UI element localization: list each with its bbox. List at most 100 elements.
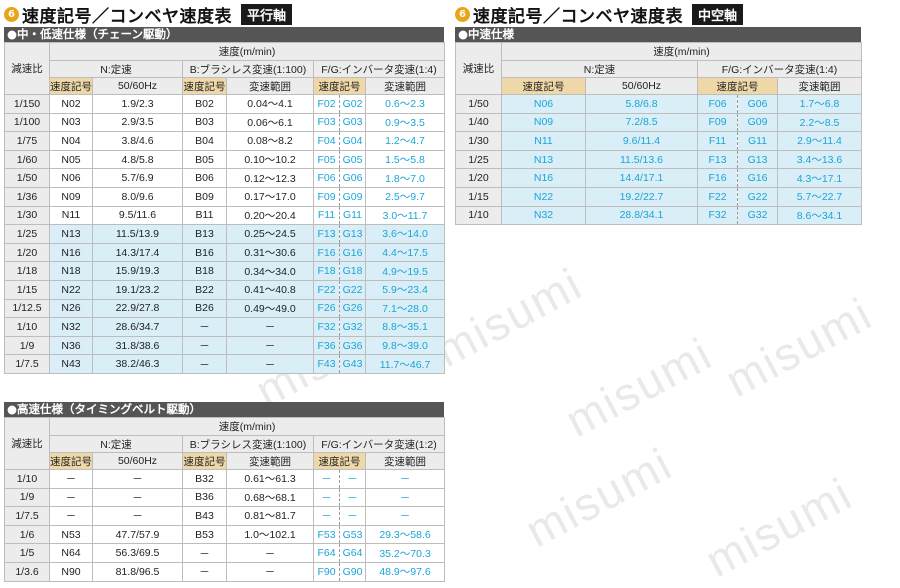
table-row: 1/50 N06 5.8/6.8 F06 G06 1.7～6.8 — [455, 94, 862, 114]
table-row: 1/50 N06 5.7/6.9 B06 0.12～12.3 F06 G06 1.8～7.0 — [4, 168, 446, 188]
speed-header: 速度(m/min) — [48, 42, 446, 61]
b-code-cell: B53 — [182, 524, 227, 545]
n-code-cell: N02 — [49, 94, 93, 114]
code-header: 速度記号 — [49, 77, 93, 95]
ratio-header: 減速比 — [4, 417, 50, 470]
ratio-cell: 1/18 — [4, 261, 50, 281]
n-code-cell: N11 — [501, 131, 586, 151]
b-code-cell: B22 — [182, 279, 227, 300]
fg-range-cell: 1.2～4.7 — [364, 131, 446, 151]
table-row: 1/10 N32 28.6/34.7 －－ F32 G32 8.8～35.1 — [4, 317, 446, 337]
fg-range-cell: 4.3～17.1 — [777, 168, 862, 188]
n-code-cell: N90 — [49, 561, 93, 582]
n-code-cell: N22 — [501, 186, 586, 207]
fg-range-cell: 3.4～13.6 — [777, 149, 862, 170]
n-speed-cell: － — [92, 487, 183, 508]
table-row: 1/30 N11 9.6/11.4 F11 G11 2.9～11.4 — [455, 131, 862, 151]
ratio-cell: 1/100 — [4, 112, 50, 133]
watermark: misumi — [557, 327, 721, 447]
n-speed-cell: 38.2/46.3 — [92, 354, 183, 374]
fg-range-cell: 8.8～35.1 — [364, 317, 446, 337]
fg-range-cell: 2.5～9.7 — [364, 186, 446, 207]
ratio-cell: 1/20 — [455, 168, 502, 188]
right-mid-speed-table: 減速比 速度(m/min) N:定速 F/G:インバータ変速(1:4) 速度記号… — [455, 42, 862, 226]
g-code-cell: G53 — [339, 524, 366, 545]
left-high-speed-section: ●高速仕様（タイミングベルト駆動） 減速比 速度(m/min) N:定速 B:ブ… — [4, 402, 446, 582]
fg-range-cell: 8.6～34.1 — [777, 205, 862, 226]
f-code-cell: F13 — [313, 224, 340, 244]
left-shaft-tag: 平行軸 — [241, 3, 293, 25]
ratio-cell: 1/7.5 — [4, 354, 50, 374]
f-code-cell: F04 — [313, 131, 340, 151]
ratio-cell: 1/12.5 — [4, 298, 50, 319]
code-header: 速度記号 — [49, 452, 93, 470]
n-code-cell: N18 — [49, 261, 93, 281]
table-row: 1/18 N18 15.9/19.3 B18 0.34～34.0 F18 G18 4.9～19… — [4, 261, 446, 281]
fg-header: F/G:インバータ変速(1:4) — [697, 60, 862, 78]
b-header: B:ブラシレス変速(1:100) — [182, 435, 314, 453]
left-mid-speed-table: 減速比 速度(m/min) N:定速 B:ブラシレス変速(1:100) F/G:… — [4, 42, 446, 374]
f-code-cell: F36 — [313, 335, 340, 356]
f-code-cell: F16 — [313, 242, 340, 263]
fg-range-cell: 3.6～14.0 — [364, 224, 446, 244]
f-code-cell: F06 — [313, 168, 340, 188]
n-speed-cell: 11.5/13.6 — [585, 149, 698, 170]
g-code-cell: G03 — [339, 112, 366, 133]
g-code-cell: － — [339, 469, 366, 489]
code-header: 速度記号 — [501, 77, 586, 95]
ratio-cell: 1/10 — [455, 205, 502, 226]
n-code-cell: N06 — [501, 94, 586, 114]
g-code-cell: G09 — [737, 112, 778, 133]
f-code-cell: － — [313, 487, 340, 508]
f-code-cell: F32 — [313, 317, 340, 337]
g-code-cell: G43 — [339, 354, 366, 374]
n-speed-cell: 9.5/11.6 — [92, 205, 183, 226]
fg-range-cell: 11.7～46.7 — [364, 354, 446, 374]
n-speed-cell: 3.8/4.6 — [92, 131, 183, 151]
fg-range-cell: 1.7～6.8 — [777, 94, 862, 114]
section-title-bar: ●中・低速仕様（チェーン駆動） — [4, 27, 444, 42]
n-speed-cell: 4.8/5.8 — [92, 149, 183, 170]
n-code-cell: － — [49, 469, 93, 489]
code-header: 速度記号 — [697, 77, 778, 95]
b-range-cell: 0.06～6.1 — [226, 112, 314, 133]
b-range-cell: － — [226, 354, 314, 374]
n-code-cell: N03 — [49, 112, 93, 133]
g-code-cell: G13 — [339, 224, 366, 244]
g-code-cell: G04 — [339, 131, 366, 151]
b-code-cell: － — [182, 561, 227, 582]
n-speed-cell: － — [92, 469, 183, 489]
g-code-cell: G18 — [339, 261, 366, 281]
ratio-cell: 1/20 — [4, 242, 50, 263]
table-row: 1/12.5 N26 22.9/27.8 B26 0.49～49.0 F26 G26 7.1～… — [4, 298, 446, 319]
table-row: 1/10 N32 28.8/34.1 F32 G32 8.6～34.1 — [455, 205, 862, 226]
f-code-cell: F32 — [697, 205, 738, 226]
fg-range-cell: － — [364, 506, 446, 526]
b-code-cell: B26 — [182, 298, 227, 319]
b-code-cell: B09 — [182, 186, 227, 207]
ratio-cell: 1/40 — [455, 112, 502, 133]
f-code-cell: F43 — [313, 354, 340, 374]
fg-range-cell: 29.3～58.6 — [364, 524, 446, 545]
range-header: 変速範囲 — [226, 77, 314, 95]
f-code-cell: F09 — [313, 186, 340, 207]
f-code-cell: F22 — [697, 186, 738, 207]
b-code-cell: － — [182, 354, 227, 374]
f-code-cell: F02 — [313, 94, 340, 114]
g-code-cell: G06 — [737, 94, 778, 114]
b-code-cell: B13 — [182, 224, 227, 244]
b-range-cell: 0.68～68.1 — [226, 487, 314, 508]
f-code-cell: F13 — [697, 149, 738, 170]
n-code-cell: N32 — [501, 205, 586, 226]
n-speed-cell: 5.8/6.8 — [585, 94, 698, 114]
b-code-cell: － — [182, 543, 227, 563]
b-code-cell: B43 — [182, 506, 227, 526]
b-range-cell: 0.12～12.3 — [226, 168, 314, 188]
section-title-bar: ●中速仕様 — [455, 27, 861, 42]
b-header: B:ブラシレス変速(1:100) — [182, 60, 314, 78]
g-code-cell: － — [339, 487, 366, 508]
b-range-cell: 0.61～61.3 — [226, 469, 314, 489]
table-row: 1/15 N22 19.1/23.2 B22 0.41～40.8 F22 G22 5.9～23… — [4, 279, 446, 300]
right-title: 速度記号／コンベヤ速度表 — [473, 6, 683, 27]
hz-header: 50/60Hz — [92, 77, 183, 95]
